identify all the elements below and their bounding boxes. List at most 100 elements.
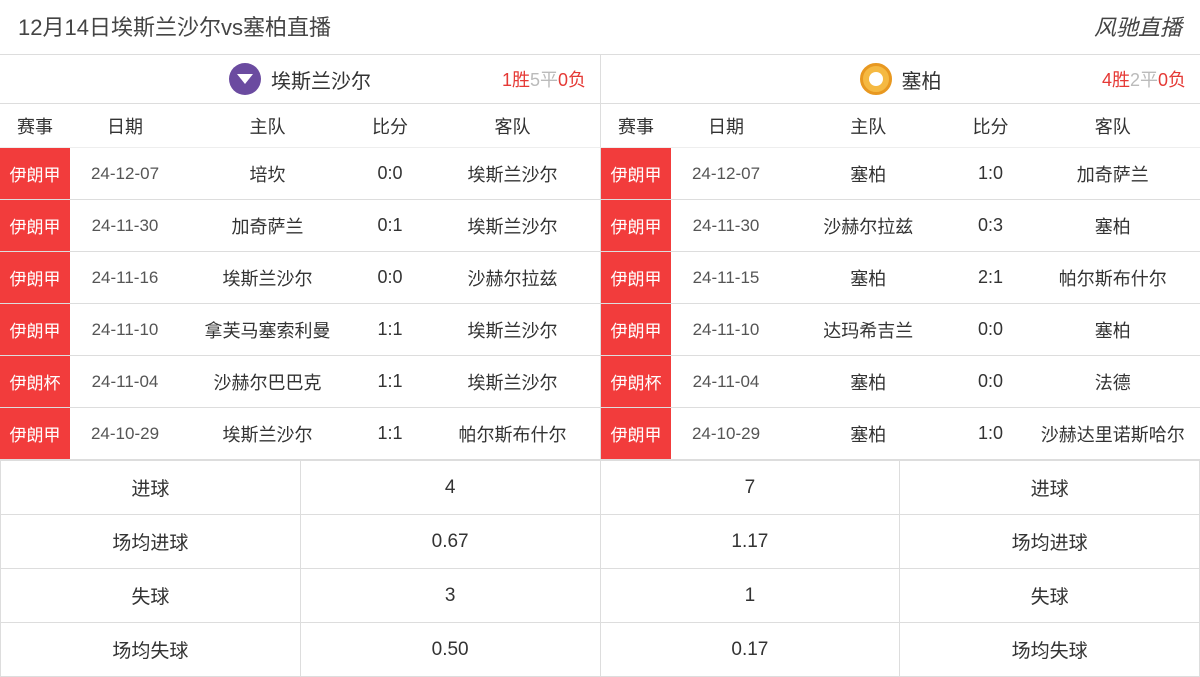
cell-home: 培坎 xyxy=(180,161,355,187)
cell-score: 0:1 xyxy=(355,215,425,236)
cell-away: 帕尔斯布什尔 xyxy=(425,421,600,447)
league-tag: 伊朗甲 xyxy=(601,252,671,303)
team-record-left: 1胜5平0负 xyxy=(502,66,586,92)
col-home: 主队 xyxy=(180,113,355,139)
cell-away: 法德 xyxy=(1026,369,1200,395)
table-row: 伊朗甲24-11-30沙赫尔拉兹0:3塞柏 xyxy=(600,200,1200,252)
table-row: 伊朗杯24-11-04沙赫尔巴巴克1:1埃斯兰沙尔 xyxy=(0,356,600,408)
table-row: 伊朗甲24-11-10拿芙马塞索利曼1:1埃斯兰沙尔 xyxy=(0,304,600,356)
cell-score: 0:0 xyxy=(956,371,1026,392)
league-tag: 伊朗甲 xyxy=(0,252,70,303)
rows-left: 伊朗甲24-12-07培坎0:0埃斯兰沙尔伊朗甲24-11-30加奇萨兰0:1埃… xyxy=(0,148,600,460)
column-headers-right: 赛事 日期 主队 比分 客队 xyxy=(600,104,1200,148)
table-row: 伊朗甲24-10-29埃斯兰沙尔1:1帕尔斯布什尔 xyxy=(0,408,600,460)
cell-score: 1:1 xyxy=(355,371,425,392)
stat-label-avgconc-l: 场均失球 xyxy=(1,623,301,677)
cell-date: 24-11-04 xyxy=(671,372,781,392)
record-loss-n: 0 xyxy=(558,70,568,90)
stat-label-conceded-l: 失球 xyxy=(1,569,301,623)
stat-val-avggoals-r: 1.17 xyxy=(601,515,901,569)
cell-score: 1:0 xyxy=(956,423,1026,444)
stat-val-avggoals-l: 0.67 xyxy=(301,515,601,569)
cell-home: 埃斯兰沙尔 xyxy=(180,421,355,447)
cell-away: 埃斯兰沙尔 xyxy=(425,161,600,187)
cell-away: 埃斯兰沙尔 xyxy=(425,317,600,343)
cell-score: 0:3 xyxy=(956,215,1026,236)
team-header-right: 塞柏 4胜2平0负 xyxy=(600,54,1200,104)
cell-score: 1:1 xyxy=(355,319,425,340)
stat-val-goals-r: 7 xyxy=(601,461,901,515)
cell-away: 沙赫达里诺斯哈尔 xyxy=(1026,421,1200,447)
cell-date: 24-11-04 xyxy=(70,372,180,392)
league-tag: 伊朗甲 xyxy=(0,304,70,355)
record-loss-l: 负 xyxy=(568,70,586,90)
stat-label-goals-l: 进球 xyxy=(1,461,301,515)
league-tag: 伊朗甲 xyxy=(601,148,671,199)
col-score: 比分 xyxy=(956,113,1026,139)
table-row: 伊朗甲24-11-16埃斯兰沙尔0:0沙赫尔拉兹 xyxy=(0,252,600,304)
record-win-l: 胜 xyxy=(1112,70,1130,90)
record-draw-l: 平 xyxy=(1140,70,1158,90)
league-tag: 伊朗甲 xyxy=(601,304,671,355)
panel-left: 埃斯兰沙尔 1胜5平0负 赛事 日期 主队 比分 客队 伊朗甲24-12-07培… xyxy=(0,54,600,460)
team-name-left: 埃斯兰沙尔 xyxy=(271,65,371,94)
cell-away: 帕尔斯布什尔 xyxy=(1026,265,1200,291)
table-row: 伊朗甲24-11-10达玛希吉兰0:0塞柏 xyxy=(600,304,1200,356)
record-draw-n: 2 xyxy=(1130,70,1140,90)
cell-home: 沙赫尔巴巴克 xyxy=(180,369,355,395)
stats-table: 进球 4 7 进球 场均进球 0.67 1.17 场均进球 失球 3 1 失球 … xyxy=(0,460,1200,677)
cell-home: 加奇萨兰 xyxy=(180,213,355,239)
record-loss-l: 负 xyxy=(1168,70,1186,90)
cell-away: 加奇萨兰 xyxy=(1026,161,1200,187)
stat-label-avggoals-l: 场均进球 xyxy=(1,515,301,569)
cell-score: 1:0 xyxy=(956,163,1026,184)
page-header: 12月14日埃斯兰沙尔vs塞柏直播 风驰直播 xyxy=(0,0,1200,54)
cell-away: 沙赫尔拉兹 xyxy=(425,265,600,291)
col-home: 主队 xyxy=(781,113,956,139)
cell-away: 埃斯兰沙尔 xyxy=(425,213,600,239)
league-tag: 伊朗杯 xyxy=(601,356,671,407)
cell-date: 24-10-29 xyxy=(70,424,180,444)
cell-date: 24-11-30 xyxy=(671,216,781,236)
cell-home: 沙赫尔拉兹 xyxy=(781,213,956,239)
stat-val-conceded-l: 3 xyxy=(301,569,601,623)
league-tag: 伊朗甲 xyxy=(0,408,70,459)
cell-home: 塞柏 xyxy=(781,161,956,187)
stat-label-avgconc-r: 场均失球 xyxy=(900,623,1200,677)
cell-date: 24-11-10 xyxy=(671,320,781,340)
cell-score: 0:0 xyxy=(956,319,1026,340)
stat-val-conceded-r: 1 xyxy=(601,569,901,623)
cell-home: 塞柏 xyxy=(781,369,956,395)
stat-val-avgconc-r: 0.17 xyxy=(601,623,901,677)
team-record-right: 4胜2平0负 xyxy=(1102,66,1186,92)
cell-score: 0:0 xyxy=(355,267,425,288)
table-row: 伊朗甲24-11-30加奇萨兰0:1埃斯兰沙尔 xyxy=(0,200,600,252)
stat-val-goals-l: 4 xyxy=(301,461,601,515)
main-content: 埃斯兰沙尔 1胜5平0负 赛事 日期 主队 比分 客队 伊朗甲24-12-07培… xyxy=(0,54,1200,460)
table-row: 伊朗甲24-10-29塞柏1:0沙赫达里诺斯哈尔 xyxy=(600,408,1200,460)
cell-date: 24-11-10 xyxy=(70,320,180,340)
brand-label: 风驰直播 xyxy=(1094,10,1182,42)
cell-score: 0:0 xyxy=(355,163,425,184)
cell-home: 塞柏 xyxy=(781,421,956,447)
cell-home: 塞柏 xyxy=(781,265,956,291)
cell-home: 达玛希吉兰 xyxy=(781,317,956,343)
rows-right: 伊朗甲24-12-07塞柏1:0加奇萨兰伊朗甲24-11-30沙赫尔拉兹0:3塞… xyxy=(600,148,1200,460)
stat-val-avgconc-l: 0.50 xyxy=(301,623,601,677)
record-win-n: 4 xyxy=(1102,70,1112,90)
record-draw-n: 5 xyxy=(530,70,540,90)
record-win-l: 胜 xyxy=(512,70,530,90)
stat-label-goals-r: 进球 xyxy=(900,461,1200,515)
column-headers-left: 赛事 日期 主队 比分 客队 xyxy=(0,104,600,148)
stat-label-conceded-r: 失球 xyxy=(900,569,1200,623)
table-row: 伊朗甲24-12-07塞柏1:0加奇萨兰 xyxy=(600,148,1200,200)
cell-home: 埃斯兰沙尔 xyxy=(180,265,355,291)
col-date: 日期 xyxy=(671,113,781,139)
col-league: 赛事 xyxy=(0,113,70,139)
team-logo-left-icon xyxy=(229,63,261,95)
league-tag: 伊朗甲 xyxy=(0,148,70,199)
col-score: 比分 xyxy=(355,113,425,139)
league-tag: 伊朗甲 xyxy=(601,408,671,459)
cell-date: 24-12-07 xyxy=(671,164,781,184)
table-row: 伊朗杯24-11-04塞柏0:0法德 xyxy=(600,356,1200,408)
